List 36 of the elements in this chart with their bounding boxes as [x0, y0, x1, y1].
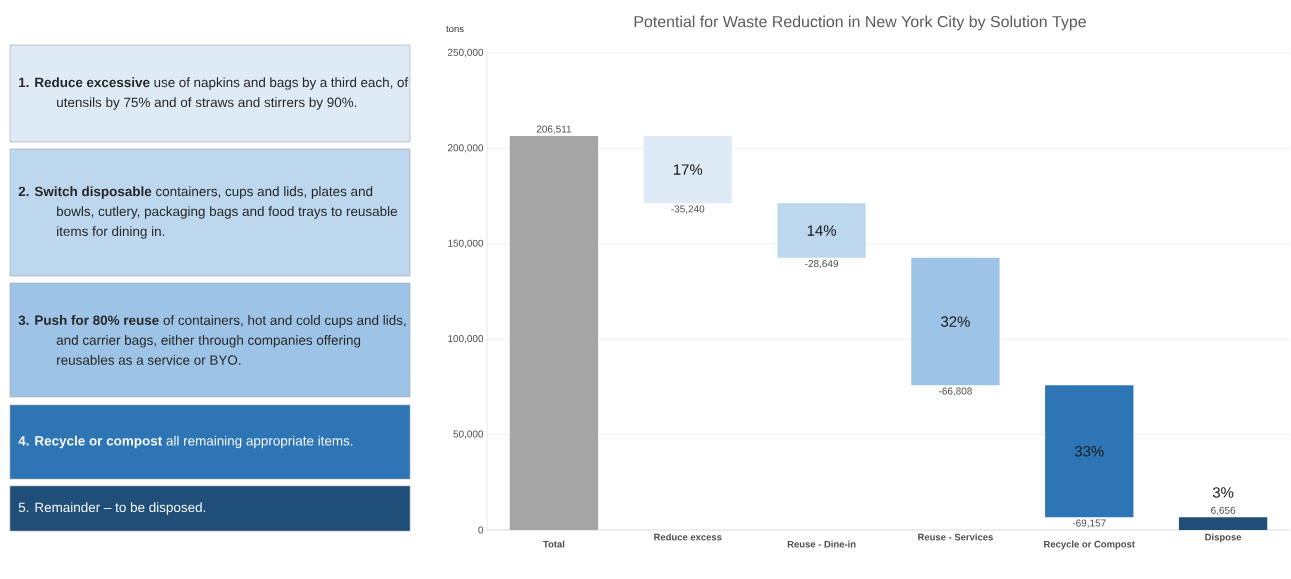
y-tick-label: 0 [478, 526, 484, 534]
data-label: -69,157 [1072, 519, 1106, 528]
y-tick-label: 100,000 [448, 335, 484, 344]
y-tick-label: 50,000 [453, 430, 484, 439]
x-tick-label: Total [543, 540, 565, 548]
data-label: -35,240 [671, 205, 705, 214]
bar [1045, 385, 1134, 518]
bar [509, 135, 599, 530]
y-tick-label: 250,000 [447, 48, 484, 58]
text: 5. Remainder – to be disposed. [18, 502, 206, 515]
data-label: -66,808 [938, 387, 972, 396]
data-label: 206,511 [536, 125, 572, 134]
y-tick-label: 200,000 [447, 144, 484, 153]
x-tick-label: Reuse - Services [918, 533, 993, 541]
y-tick-label: 150,000 [448, 239, 484, 248]
annotation: 17% [673, 164, 703, 175]
y-axis-title: tons [446, 25, 464, 33]
text: 4. Recycle or compost all remaining appropriate items. [18, 435, 353, 449]
annotation: 14% [807, 225, 837, 236]
annotation: 3% [1212, 487, 1234, 498]
bar [777, 203, 866, 258]
annotation: 33% [1074, 446, 1104, 457]
x-tick-label: Dispose [1205, 533, 1242, 543]
x-tick-label: Recycle or Compost [1044, 540, 1135, 550]
data-label: -28,649 [805, 260, 839, 269]
annotation: 32% [941, 316, 970, 327]
x-tick-label: Reduce excess [654, 533, 722, 541]
text: 2. Switch disposable containers, cups and lids, plates and bowls, cutlery, packaging bags and food trays to reusable items for dining in. [18, 186, 397, 239]
x-tick-label: Reuse - Dine-in [787, 540, 856, 548]
text: 3. Push for 80% reuse of containers, hot and cold cups and lids, and carrier bags, either through companies offering reusables as a service or BYO. [18, 315, 406, 365]
chart-title: Potential for Waste Reduction in New York City by Solution Type [634, 15, 1086, 31]
bar [643, 135, 732, 204]
bar [911, 257, 1000, 386]
text: 1. Reduce excessive use of napkins and bags by a third each, of utensils by 75% and of straws and stirrers by 90%. [19, 77, 409, 110]
bar [1178, 517, 1268, 530]
data-label: 6,656 [1211, 506, 1236, 516]
